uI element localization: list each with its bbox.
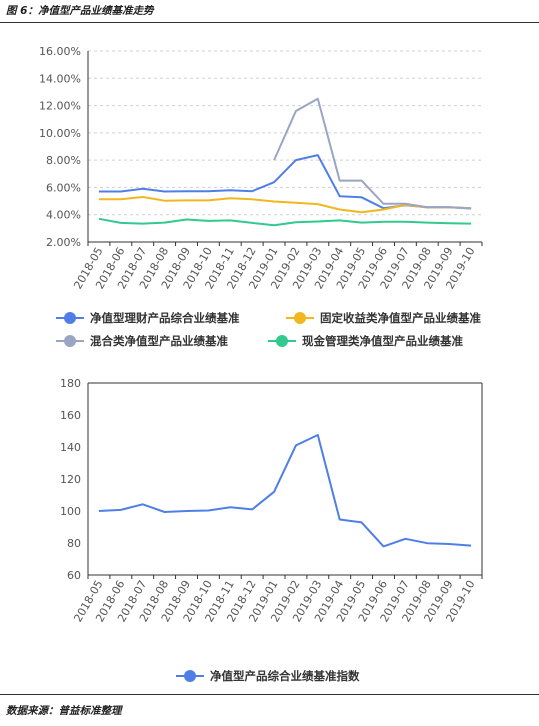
y-tick-label: 4.00% (46, 209, 81, 222)
y-tick-label: 160 (60, 409, 81, 422)
y-tick-label: 12.00% (39, 100, 81, 113)
chart1-legend: 净值型理财产品综合业绩基准 固定收益类净值型产品业绩基准 混合类净值型产品业绩基… (0, 310, 539, 350)
y-tick-label: 10.00% (39, 127, 81, 140)
series-line (273, 97, 472, 210)
y-tick-label: 14.00% (39, 72, 81, 85)
data-source-note: 数据来源：普益标准整理 (6, 705, 122, 717)
y-tick-label: 120 (60, 473, 81, 486)
series-line (98, 154, 472, 210)
legend-line-marker (286, 312, 314, 324)
legend-label: 现金管理类净值型产品业绩基准 (302, 334, 463, 348)
chart-performance-benchmarks: 2.00% 4.00% 6.00% 8.00% 10.00% 12.00% 14.00% 16… (39, 45, 483, 291)
legend-line-marker (56, 335, 84, 347)
legend-item-composite[interactable]: 净值型理财产品综合业绩基准 (56, 310, 240, 326)
series-line (98, 217, 472, 227)
y-tick-label: 2.00% (46, 236, 81, 249)
y-tick-label: 16.00% (39, 45, 81, 58)
legend-label: 混合类净值型产品业绩基准 (90, 334, 228, 348)
y-tick-label: 180 (60, 377, 81, 390)
y-tick-label: 6.00% (46, 181, 81, 194)
legend-item-composite-index[interactable]: 净值型产品综合业绩基准指数 (176, 668, 360, 684)
chart2-legend: 净值型产品综合业绩基准指数 (0, 668, 539, 686)
y-tick-label: 80 (67, 537, 81, 550)
legend-item-cash-management[interactable]: 现金管理类净值型产品业绩基准 (268, 333, 463, 349)
bottom-divider (0, 694, 539, 695)
y-tick-label: 8.00% (46, 154, 81, 167)
legend-label: 净值型产品综合业绩基准指数 (210, 669, 360, 683)
series-line (98, 434, 472, 548)
y-tick-label: 60 (67, 569, 81, 582)
legend-line-marker (268, 335, 296, 347)
legend-label: 净值型理财产品综合业绩基准 (90, 311, 240, 325)
legend-line-marker (56, 312, 84, 324)
legend-item-fixed-income[interactable]: 固定收益类净值型产品业绩基准 (286, 310, 481, 326)
legend-label: 固定收益类净值型产品业绩基准 (320, 311, 481, 325)
y-tick-label: 100 (60, 505, 81, 518)
legend-item-hybrid[interactable]: 混合类净值型产品业绩基准 (56, 333, 228, 349)
y-tick-label: 140 (60, 441, 81, 454)
legend-line-marker (176, 670, 204, 682)
chart-composite-index: 60801001201401601802018-052018-062018-07… (60, 377, 483, 624)
top-divider (0, 22, 539, 23)
figure-title: 图 6：净值型产品业绩基准走势 (6, 5, 154, 17)
